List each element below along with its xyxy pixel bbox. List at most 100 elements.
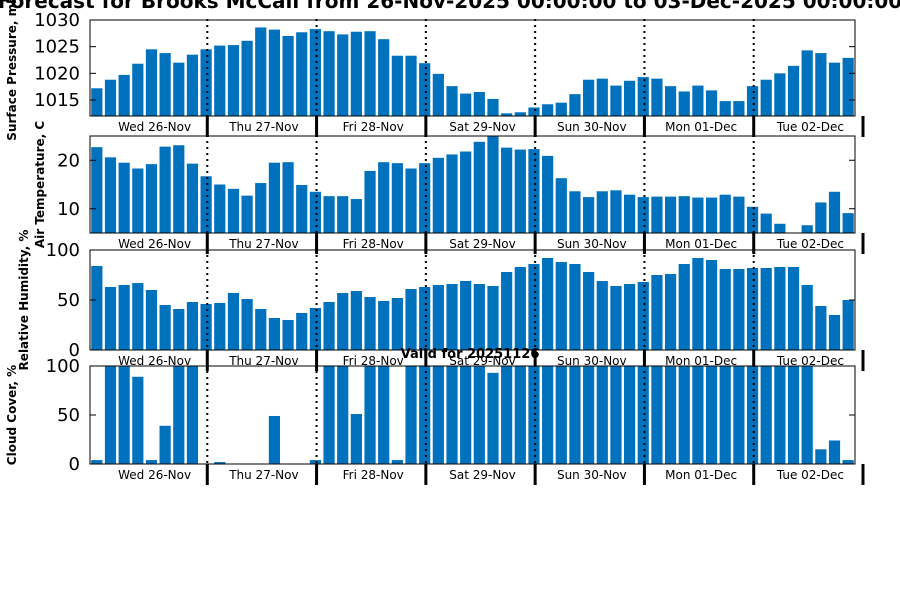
cloud-cover-bar [323, 366, 335, 464]
air-temperature-bar [132, 168, 144, 233]
surface-pressure-bar [555, 102, 567, 116]
air-temperature-bar [719, 194, 731, 233]
relative-humidity-bar [651, 275, 663, 350]
cloud-cover-bar [624, 366, 636, 464]
relative-humidity-bar [241, 299, 253, 350]
relative-humidity-bar [296, 313, 308, 350]
relative-humidity-bar [705, 260, 718, 350]
air-temperature-bar [91, 147, 103, 233]
surface-pressure-bar [610, 85, 622, 116]
cloud-cover-bar [501, 366, 513, 464]
air-temperature-bar [405, 168, 417, 233]
relative-humidity-bar [214, 303, 226, 350]
relative-humidity-bar [610, 286, 622, 350]
surface-pressure-bar [460, 93, 472, 116]
relative-humidity-bar [323, 302, 335, 350]
relative-humidity-bar [173, 309, 185, 350]
cloud-cover-bar [104, 366, 117, 464]
surface-pressure-day-label: Wed 26-Nov [118, 120, 191, 134]
air-temperature-bar [542, 155, 554, 233]
surface-pressure-bar [337, 34, 349, 116]
relative-humidity-day-label: Sun 30-Nov [557, 354, 627, 368]
surface-pressure-bar [473, 92, 485, 116]
cloud-cover-bar [774, 366, 786, 464]
surface-pressure-bar [801, 50, 813, 116]
surface-pressure-bar [364, 31, 376, 117]
cloud-cover-bar [268, 415, 281, 464]
surface-pressure-bar [815, 53, 827, 116]
relative-humidity-bar [569, 264, 581, 350]
air-temperature-bar [186, 163, 199, 233]
relative-humidity-bar [583, 272, 595, 350]
surface-pressure-bar [596, 78, 608, 116]
relative-humidity-bar [364, 297, 376, 350]
cloud-cover-bar [583, 366, 595, 464]
surface-pressure-bar [446, 86, 458, 116]
cloud-cover-bar [473, 366, 485, 464]
relative-humidity-bar [528, 264, 540, 350]
cloud-cover-day-label: Sun 30-Nov [557, 468, 627, 482]
relative-humidity-bar [159, 305, 171, 350]
surface-pressure-bar [214, 45, 226, 116]
air-temperature-bar [746, 206, 759, 233]
air-temperature-bar [610, 190, 622, 233]
chart-subtitle: Valid for 20251126 [401, 347, 540, 362]
relative-humidity-bar [637, 282, 649, 350]
relative-humidity-bar [145, 290, 158, 350]
air-temperature-bar [282, 162, 294, 233]
cloud-cover-bar [651, 366, 663, 464]
relative-humidity-bar [733, 269, 745, 350]
relative-humidity-bar [624, 284, 636, 350]
relative-humidity-bar [104, 287, 117, 350]
cloud-cover-panel: Wed 26-Nov Thu 27-Nov Fri 28-Nov Sat 29-Nov… [5, 356, 865, 485]
air-temperature-bar [583, 197, 595, 233]
surface-pressure-bar [487, 98, 499, 116]
surface-pressure-bar [569, 94, 581, 116]
surface-pressure-axes-box [89, 19, 856, 117]
air-temperature-bar [173, 145, 185, 233]
air-temperature-axes-box [89, 135, 856, 234]
chart-panels: Wed 26-Nov Thu 27-Nov Fri 28-Nov Sat 29-Nov… [5, 0, 865, 485]
air-temperature-bar [528, 149, 540, 233]
surface-pressure-bar [787, 65, 800, 116]
air-temperature-bar [214, 184, 226, 233]
relative-humidity-bar [227, 293, 240, 350]
air-temperature-bar [678, 196, 690, 233]
relative-humidity-bar [282, 320, 294, 350]
cloud-cover-bar [405, 366, 417, 464]
surface-pressure-day-label: Mon 01-Dec [665, 120, 737, 134]
cloud-cover-bar [309, 460, 321, 464]
relative-humidity-bar [186, 302, 199, 350]
air-temperature-day-label: Sun 30-Nov [557, 237, 627, 251]
relative-humidity-y-axis-label: Relative Humidity, % [17, 230, 31, 371]
surface-pressure-bar [760, 79, 772, 116]
relative-humidity-bar [596, 281, 608, 350]
surface-pressure-bar [583, 79, 595, 116]
surface-pressure-bar [419, 63, 431, 116]
surface-pressure-day-label: Sun 30-Nov [557, 120, 627, 134]
air-temperature-bar [104, 157, 117, 233]
relative-humidity-bar [419, 287, 431, 350]
air-temperature-bar [828, 191, 841, 233]
relative-humidity-bar [473, 284, 485, 350]
surface-pressure-bar [842, 57, 854, 116]
air-temperature-bar [378, 162, 390, 233]
cloud-cover-bar [828, 440, 841, 464]
cloud-cover-bar [487, 372, 499, 464]
cloud-cover-bar [692, 366, 704, 464]
air-temperature-bar [815, 202, 827, 233]
cloud-cover-bar [173, 366, 185, 464]
surface-pressure-panel: Wed 26-Nov Thu 27-Nov Fri 28-Nov Sat 29-Nov… [5, 0, 865, 141]
cloud-cover-bar [91, 460, 103, 464]
air-temperature-bar [774, 223, 786, 233]
relative-humidity-bar [460, 281, 472, 350]
air-temperature-ytick-label: 10 [57, 199, 80, 220]
relative-humidity-bar [828, 315, 841, 350]
relative-humidity-bar [555, 262, 567, 350]
air-temperature-y-axis-label: Air Temperature, C [33, 121, 47, 249]
surface-pressure-bar [378, 39, 390, 117]
air-temperature-bar [159, 146, 171, 233]
air-temperature-bar [801, 225, 813, 233]
relative-humidity-bar [405, 289, 417, 350]
air-temperature-bar [364, 170, 376, 233]
